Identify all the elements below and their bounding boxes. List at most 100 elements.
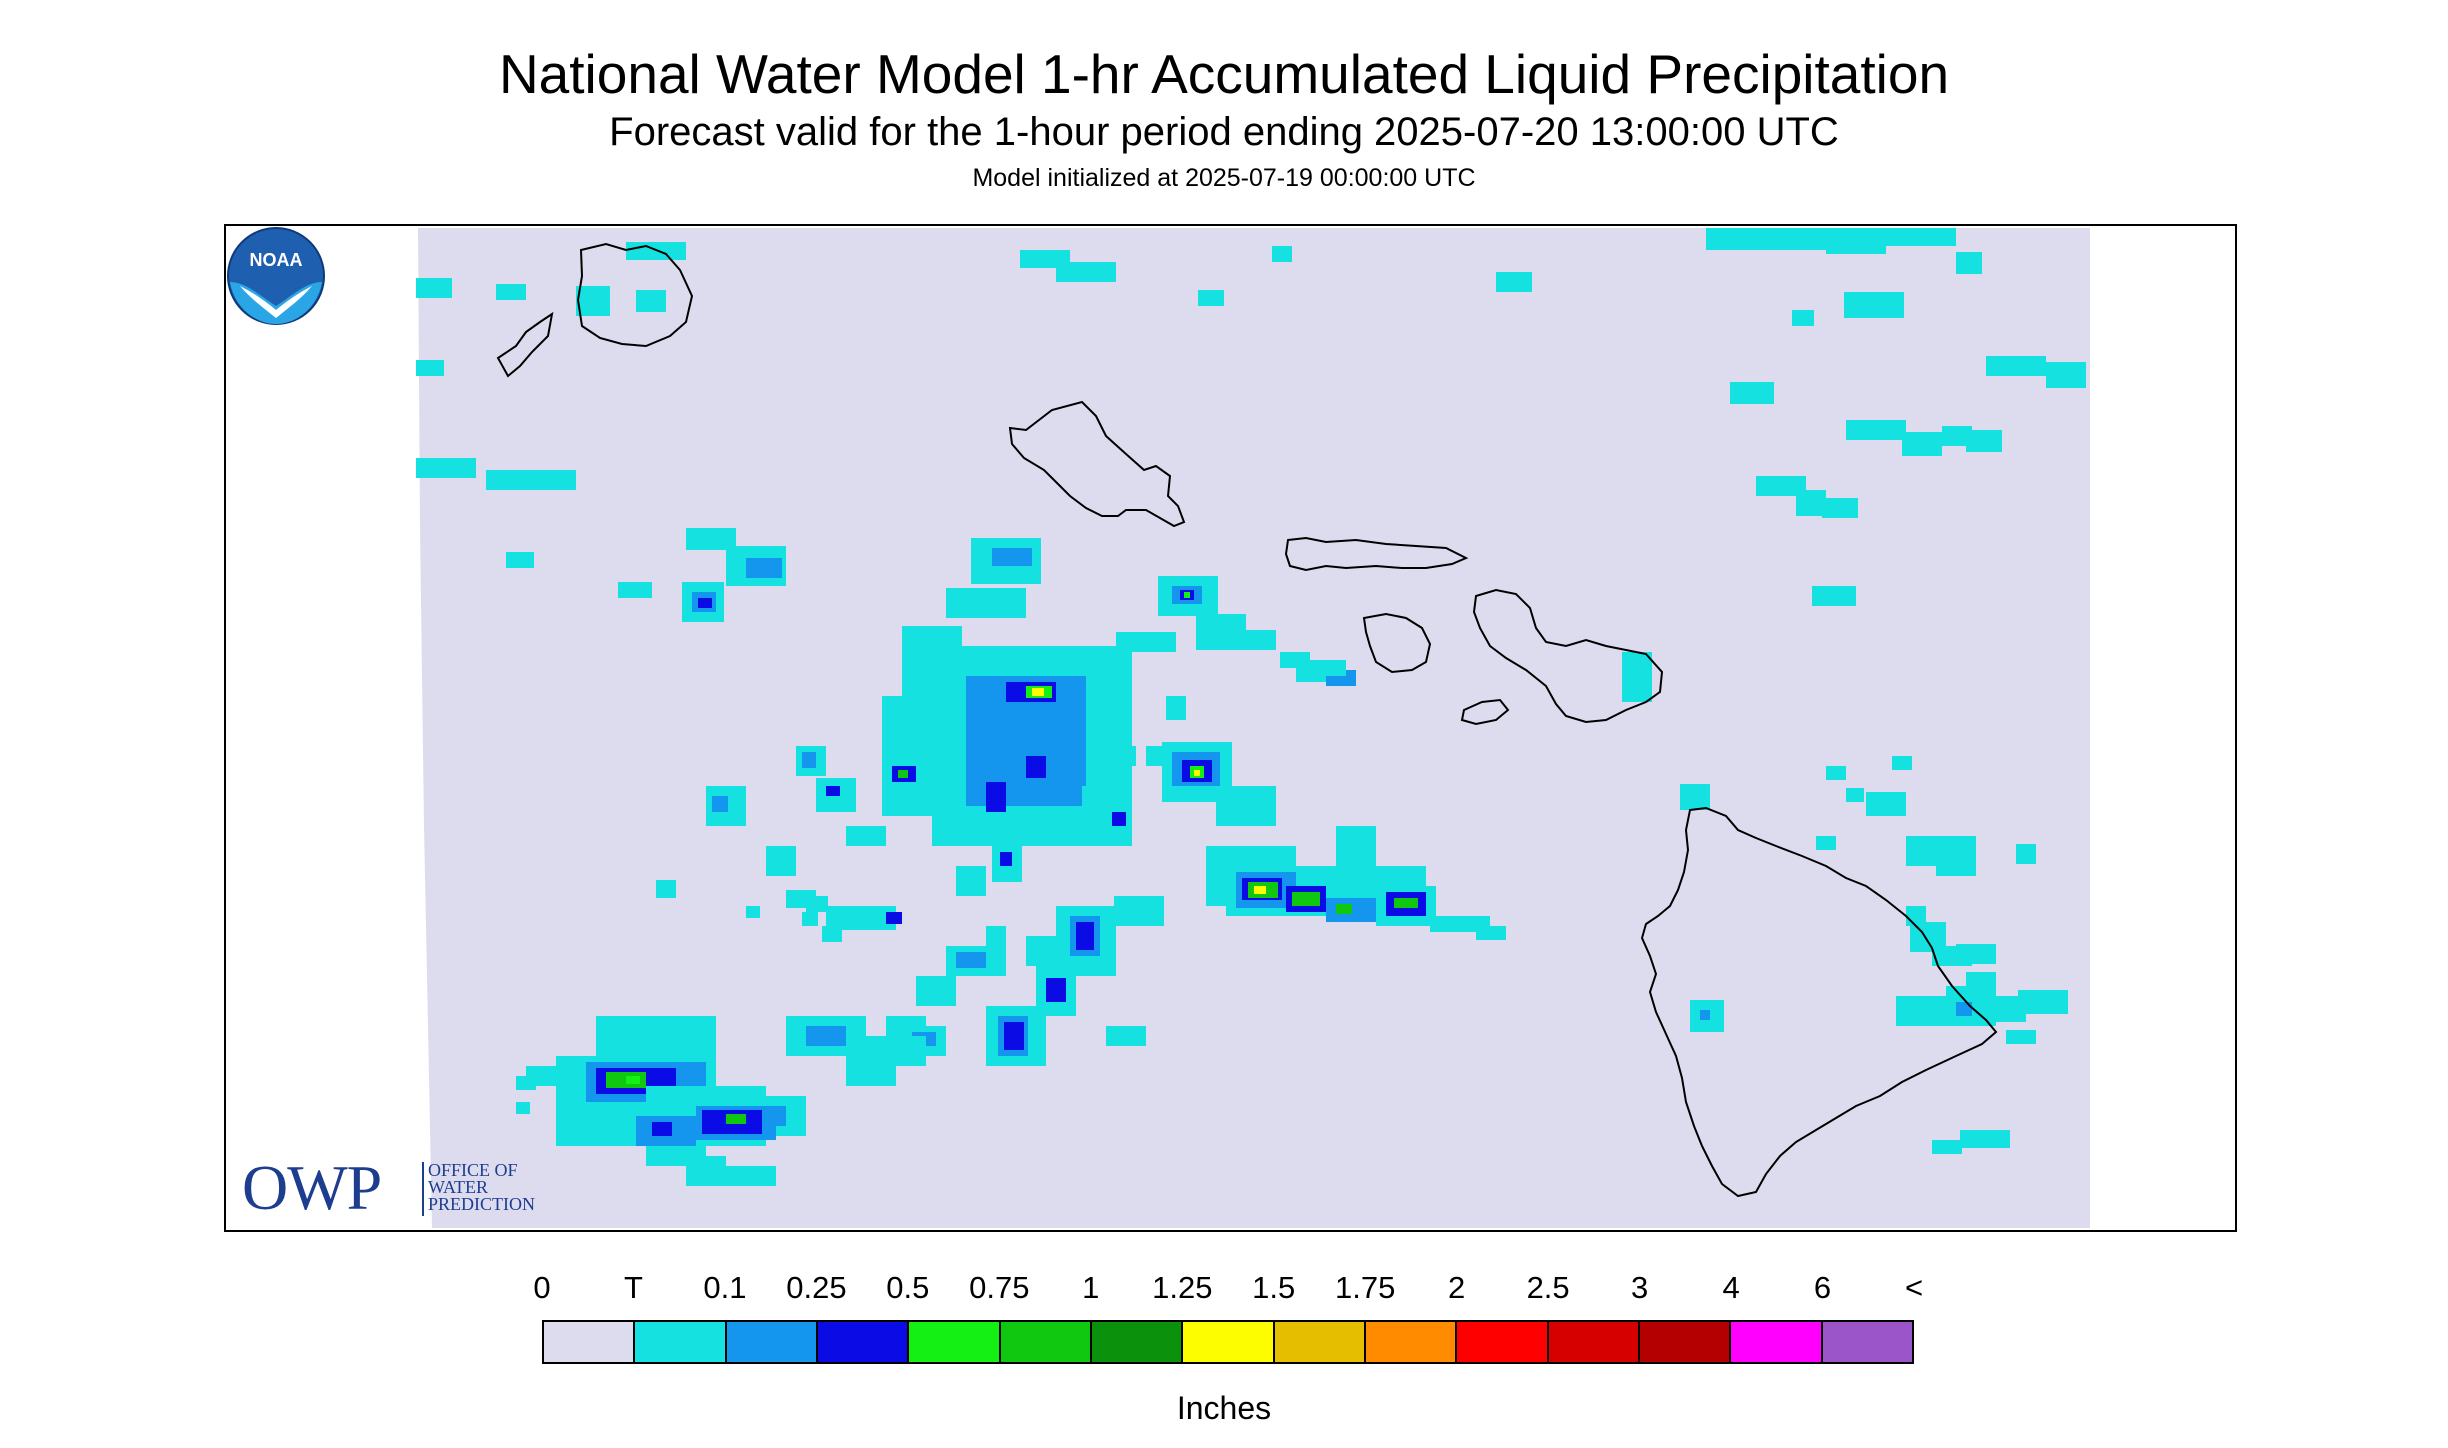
legend-swatch bbox=[1822, 1322, 1912, 1362]
precip-cell bbox=[1796, 490, 1826, 516]
precip-cell bbox=[1956, 1002, 1972, 1016]
precip-cell bbox=[1844, 292, 1904, 318]
legend-tick-label: 2.5 bbox=[1526, 1270, 1570, 1305]
precip-cell bbox=[1680, 784, 1710, 810]
precip-cell bbox=[1812, 586, 1856, 606]
legend-tick-label: 1.25 bbox=[1152, 1270, 1213, 1305]
precip-cell bbox=[1892, 756, 1912, 770]
molokai-coast bbox=[1284, 536, 1469, 572]
precip-cell bbox=[1816, 836, 1836, 850]
precip-cell bbox=[802, 912, 818, 926]
precip-cell bbox=[1846, 420, 1906, 440]
precip-cell bbox=[1826, 228, 1886, 254]
precip-cell bbox=[992, 548, 1032, 566]
precip-cell bbox=[1792, 310, 1814, 326]
owp-logo-line3: PREDICTION bbox=[428, 1194, 535, 1214]
legend-tick-label: 0.25 bbox=[786, 1270, 847, 1305]
precip-cell bbox=[1966, 430, 2002, 452]
precip-cell bbox=[1846, 788, 1864, 802]
precip-map bbox=[416, 228, 2090, 1228]
legend-tick-label: < bbox=[1904, 1270, 1924, 1305]
legend-tick-label: 6 bbox=[1813, 1270, 1832, 1305]
legend-swatch bbox=[909, 1322, 1001, 1362]
legend-swatch bbox=[1091, 1322, 1184, 1362]
legend-unit-label: Inches bbox=[1176, 1390, 1272, 1426]
precip-cell bbox=[496, 284, 526, 300]
precip-cell bbox=[802, 752, 816, 768]
precip-cell bbox=[806, 896, 828, 912]
legend-swatch bbox=[544, 1322, 636, 1362]
kauai-coast bbox=[576, 242, 694, 348]
color-legend bbox=[542, 1320, 1914, 1364]
precip-cell bbox=[806, 1026, 846, 1046]
legend-swatch bbox=[726, 1322, 818, 1362]
precip-cell bbox=[652, 1122, 672, 1136]
precip-cell bbox=[636, 290, 666, 312]
precip-cell bbox=[1004, 1022, 1024, 1050]
precip-cell bbox=[516, 1102, 530, 1114]
legend-swatch bbox=[1000, 1322, 1092, 1362]
precip-cell bbox=[1822, 498, 1858, 518]
legend-tick-label: 3 bbox=[1630, 1270, 1649, 1305]
precip-cell bbox=[766, 846, 796, 876]
precip-cell bbox=[516, 1076, 536, 1090]
precip-cell bbox=[1032, 688, 1044, 696]
oahu-coast bbox=[1008, 400, 1186, 528]
precip-cell bbox=[1960, 1130, 2010, 1148]
precip-cell bbox=[1866, 792, 1906, 816]
legend-swatch bbox=[1639, 1322, 1732, 1362]
precip-cell bbox=[916, 976, 956, 1006]
precip-cell bbox=[606, 1026, 666, 1056]
precip-cell bbox=[1956, 252, 1982, 274]
precip-cell bbox=[826, 906, 886, 930]
precip-cell bbox=[656, 880, 676, 898]
precip-cell bbox=[416, 360, 444, 376]
precip-cell bbox=[1700, 1010, 1710, 1020]
maui-coast bbox=[1472, 588, 1664, 724]
precip-cell bbox=[1306, 660, 1346, 676]
precip-cell bbox=[1184, 592, 1190, 598]
model-domain-fill bbox=[418, 228, 2090, 1228]
precip-cell bbox=[1622, 652, 1652, 702]
precip-cell bbox=[1280, 652, 1310, 668]
precip-cell bbox=[686, 528, 736, 550]
kahoolawe-coast bbox=[1460, 698, 1510, 726]
precip-cell bbox=[2046, 362, 2086, 388]
precip-cell bbox=[1106, 1026, 1146, 1046]
precip-cell bbox=[1026, 936, 1066, 966]
precip-cell bbox=[1886, 228, 1956, 246]
owp-logo-abbr: OWP bbox=[242, 1152, 382, 1223]
precip-cell bbox=[1956, 944, 1996, 964]
precip-cell bbox=[1756, 476, 1806, 496]
precip-cells bbox=[416, 228, 2086, 1186]
precip-cell bbox=[1430, 916, 1490, 932]
precip-cell bbox=[2006, 1030, 2036, 1044]
legend-swatch bbox=[1457, 1322, 1549, 1362]
precip-cell bbox=[846, 826, 886, 846]
precip-cell bbox=[1216, 786, 1276, 826]
owp-logo-line1: OFFICE OF bbox=[428, 1160, 518, 1180]
precip-cell bbox=[1394, 898, 1418, 908]
legend-swatch bbox=[817, 1322, 910, 1362]
precip-cell bbox=[1166, 696, 1186, 720]
legend-swatch bbox=[1183, 1322, 1275, 1362]
precip-cell bbox=[1146, 746, 1166, 766]
noaa-logo: NOAA bbox=[227, 227, 325, 325]
precip-cell bbox=[1496, 272, 1532, 292]
precip-cell bbox=[1046, 978, 1066, 1002]
precip-cell bbox=[1112, 812, 1126, 826]
legend-tick-label: 2 bbox=[1448, 1270, 1466, 1305]
legend-swatch bbox=[1365, 1322, 1458, 1362]
legend-swatch bbox=[1274, 1322, 1366, 1362]
precip-cell bbox=[1336, 904, 1352, 914]
precip-cell bbox=[1114, 896, 1164, 926]
precip-cell bbox=[1292, 892, 1320, 906]
precip-cell bbox=[1026, 756, 1046, 778]
precip-cell bbox=[1730, 382, 1774, 404]
precip-cell bbox=[1476, 926, 1506, 940]
precip-cell bbox=[416, 458, 476, 478]
big-island-coast bbox=[1640, 806, 1998, 1198]
legend-swatch bbox=[1548, 1322, 1640, 1362]
legend-tick-label: 1 bbox=[1082, 1270, 1100, 1305]
owp-logo-divider bbox=[422, 1162, 424, 1216]
